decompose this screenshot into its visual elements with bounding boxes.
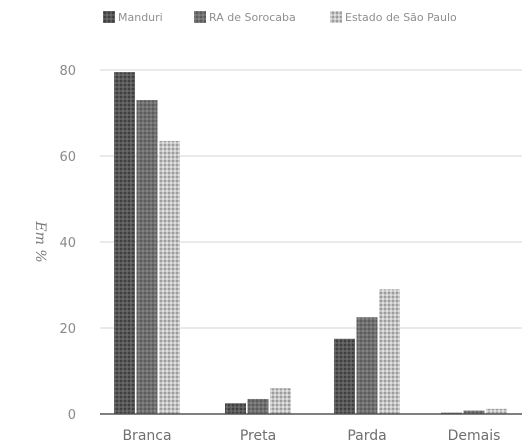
x-category-label-parda: Parda xyxy=(347,428,386,444)
y-axis-ticks: 0 20 40 60 80 xyxy=(59,64,76,423)
bar-preta-series-1 xyxy=(247,398,269,414)
bar-preta-series-2 xyxy=(270,388,291,414)
legend: Manduri RA de Sorocaba Estado de São Pau… xyxy=(103,11,457,24)
bar-demais-series-1 xyxy=(463,410,485,414)
legend-swatch-estado-sp xyxy=(330,11,342,23)
legend-swatch-manduri xyxy=(103,11,115,23)
y-tick-label-0: 0 xyxy=(68,408,76,423)
y-tick-label-80: 80 xyxy=(59,64,76,79)
legend-item-manduri: Manduri xyxy=(103,11,163,24)
legend-swatch-ra-sorocaba xyxy=(194,11,206,23)
legend-label-estado-sp: Estado de São Paulo xyxy=(345,11,457,24)
y-tick-label-40: 40 xyxy=(59,236,76,251)
bar-branca-series-0 xyxy=(114,72,135,415)
bars xyxy=(114,72,507,415)
x-category-label-demais: Demais xyxy=(448,428,501,444)
y-tick-label-20: 20 xyxy=(59,322,76,337)
legend-item-ra-sorocaba: RA de Sorocaba xyxy=(194,11,296,24)
legend-item-estado-sp: Estado de São Paulo xyxy=(330,11,457,24)
bar-demais-series-2 xyxy=(486,408,507,414)
category-labels: Branca Preta Parda Demais xyxy=(122,428,500,444)
y-tick-label-60: 60 xyxy=(59,150,76,165)
bar-branca-series-1 xyxy=(136,100,158,414)
bar-parda-series-0 xyxy=(334,338,355,414)
bar-parda-series-1 xyxy=(356,317,378,414)
bar-branca-series-2 xyxy=(159,140,180,414)
y-axis-label: Em % xyxy=(32,220,48,262)
x-category-label-branca: Branca xyxy=(122,428,171,444)
x-category-label-preta: Preta xyxy=(240,428,276,444)
bar-preta-series-0 xyxy=(225,403,246,414)
legend-label-ra-sorocaba: RA de Sorocaba xyxy=(209,11,296,24)
legend-label-manduri: Manduri xyxy=(118,11,163,24)
bar-parda-series-2 xyxy=(379,289,400,414)
